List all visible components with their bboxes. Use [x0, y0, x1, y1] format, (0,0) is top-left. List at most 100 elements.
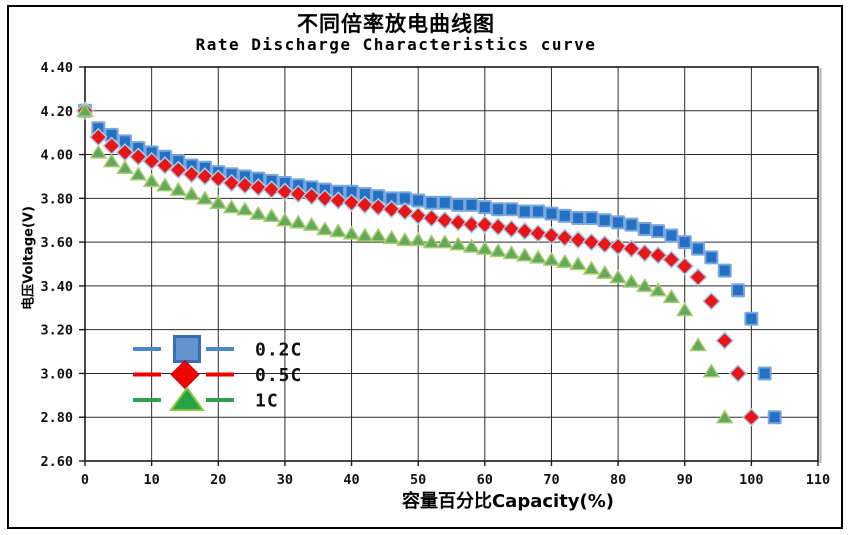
data-point-diamond	[555, 228, 575, 247]
data-point-square	[744, 311, 759, 326]
data-point-square	[637, 221, 652, 236]
data-point-diamond	[169, 160, 188, 180]
x-tick-label: 30	[277, 472, 293, 488]
x-tick-label: 40	[343, 472, 359, 488]
data-point-diamond	[568, 230, 588, 250]
data-point-square	[664, 228, 679, 243]
data-point-diamond	[622, 239, 641, 258]
data-point-square	[531, 204, 546, 219]
data-point-diamond	[608, 237, 628, 256]
legend-marker-0.2C	[173, 335, 201, 363]
data-point-square	[717, 263, 732, 278]
data-point-triangle	[182, 186, 201, 201]
data-point-diamond	[422, 208, 441, 228]
y-tick-label: 2.60	[40, 454, 73, 470]
x-tick-label: 20	[210, 472, 226, 488]
data-point-diamond	[142, 151, 161, 171]
data-point-diamond	[129, 147, 148, 167]
data-point-triangle	[542, 251, 561, 266]
data-point-triangle	[396, 232, 414, 247]
data-point-square	[464, 197, 479, 212]
data-point-diamond	[262, 180, 281, 199]
x-tick-label: 10	[144, 472, 160, 488]
data-point-diamond	[328, 191, 348, 210]
legend-label-1C: 1C	[255, 391, 279, 412]
x-tick-label: 90	[677, 472, 693, 488]
data-point-diamond	[302, 186, 321, 206]
data-point-diamond	[648, 245, 668, 265]
data-point-diamond	[528, 224, 548, 243]
data-point-diamond	[355, 195, 375, 215]
legend-marker-0.5C	[170, 359, 200, 390]
data-point-square	[767, 410, 782, 425]
data-point-diamond	[582, 232, 601, 252]
data-point-diamond	[742, 407, 761, 427]
data-point-diamond	[195, 167, 215, 186]
data-point-square	[504, 202, 519, 217]
data-point-triangle	[249, 205, 268, 220]
data-point-triangle	[409, 232, 428, 247]
data-point-diamond	[248, 178, 268, 197]
data-point-triangle	[435, 234, 454, 249]
data-point-square	[451, 197, 466, 212]
data-point-diamond	[662, 250, 681, 269]
data-point-triangle	[622, 273, 641, 288]
plot-border	[84, 66, 819, 462]
data-point-diamond	[368, 197, 388, 217]
data-point-square	[651, 224, 666, 239]
data-point-triangle	[209, 194, 228, 209]
data-point-triangle	[116, 159, 134, 174]
data-point-diamond	[542, 226, 561, 245]
x-tick-label: 100	[739, 472, 763, 488]
data-point-square	[491, 202, 506, 217]
data-point-square	[624, 217, 639, 232]
data-point-triangle	[595, 264, 614, 280]
data-point-diamond	[182, 164, 201, 184]
y-tick-label: 3.20	[40, 323, 73, 339]
legend-marker-1C	[169, 386, 205, 411]
data-point-triangle	[422, 234, 441, 249]
data-point-square	[411, 193, 426, 208]
data-point-square	[571, 211, 586, 226]
data-point-triangle	[462, 238, 481, 253]
data-point-square	[691, 241, 706, 256]
data-point-triangle	[382, 229, 401, 244]
data-point-triangle	[635, 277, 654, 293]
y-tick-label: 2.80	[40, 410, 73, 426]
data-point-triangle	[236, 201, 254, 216]
data-point-triangle	[142, 172, 161, 188]
data-point-triangle	[342, 225, 361, 240]
data-point-diamond	[488, 217, 508, 237]
data-point-diamond	[475, 215, 495, 234]
data-point-diamond	[382, 200, 401, 219]
data-point-triangle	[569, 256, 587, 271]
y-tick-label: 3.40	[40, 279, 73, 295]
data-point-square	[757, 366, 772, 381]
data-point-diamond	[635, 243, 655, 263]
data-point-triangle	[689, 337, 707, 352]
data-point-diamond	[155, 156, 175, 175]
data-point-triangle	[169, 181, 188, 196]
x-axis-title: 容量百分比Capacity(%)	[401, 491, 615, 512]
data-point-diamond	[502, 219, 521, 239]
data-point-triangle	[276, 212, 294, 227]
data-point-square	[611, 215, 626, 230]
y-tick-label: 3.80	[40, 191, 73, 207]
y-tick-label: 3.00	[40, 366, 73, 382]
data-point-square	[731, 283, 746, 298]
data-point-diamond	[315, 189, 335, 208]
data-point-diamond	[342, 193, 361, 212]
data-point-diamond	[702, 291, 721, 311]
x-tick-label: 110	[806, 472, 830, 488]
data-point-triangle	[675, 302, 694, 317]
data-point-triangle	[702, 363, 721, 378]
data-point-triangle	[502, 245, 521, 260]
data-point-triangle	[156, 177, 174, 192]
data-point-square	[424, 195, 439, 210]
data-point-triangle	[582, 260, 601, 275]
x-tick-label: 50	[410, 472, 426, 488]
chart-subtitle: Rate Discharge Characteristics curve	[195, 35, 597, 54]
data-point-triangle	[76, 102, 94, 118]
data-point-square	[557, 208, 572, 223]
